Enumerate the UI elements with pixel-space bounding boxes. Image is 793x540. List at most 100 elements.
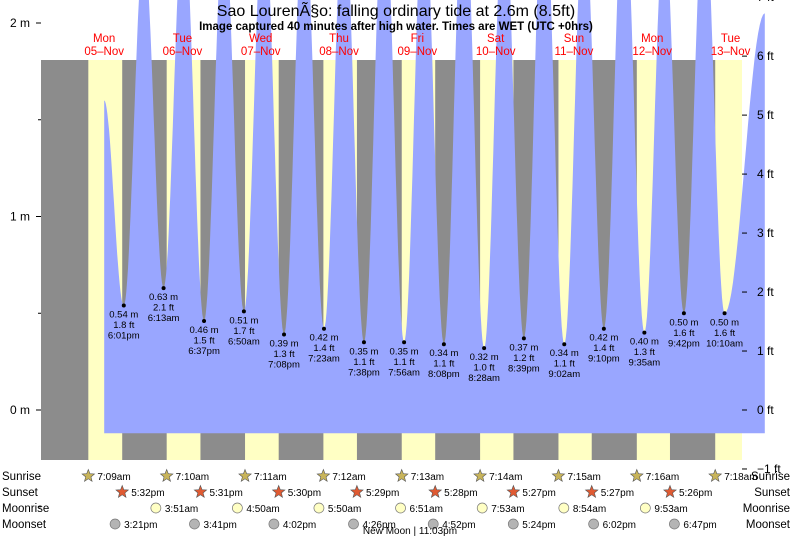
moonrise-time: 5:50am [328,504,361,515]
star-icon [350,484,364,498]
extreme-dot [642,330,647,335]
day-name: Fri [411,33,424,45]
sunset-time: 5:28pm [444,488,477,499]
moonset-time: 3:21pm [124,520,157,531]
extreme-label: 1.8 ft [113,320,134,331]
day-date: 13–Nov [711,46,751,58]
moon-icon [268,518,280,530]
extreme-label: 0.51 m [229,315,258,326]
row-label-left: Moonset [2,519,47,531]
star-icon [115,484,130,498]
extreme-label: 0.35 m [390,346,419,357]
moon-icon [232,502,243,514]
extreme-dot [121,303,126,308]
day-name: Mon [641,33,663,45]
extreme-label: 0.34 m [550,348,579,359]
sunset-time: 5:32pm [131,488,164,499]
moon-icon [189,518,200,530]
extreme-label: 1.4 ft [593,343,614,354]
extreme-label: 7:56am [388,367,420,378]
moon-icon [476,502,488,514]
extreme-label: 1.5 ft [193,335,214,346]
moon-icon [427,518,439,530]
right-tick-label: 7 ft [757,0,774,4]
extreme-label: 9:42pm [668,338,700,349]
day-name: Thu [329,33,349,45]
sunrise-time: 7:15am [567,472,600,483]
moonrise-time: 7:53am [491,504,524,515]
day-date: 07–Nov [241,46,281,58]
star-icon [193,484,208,498]
extreme-label: 0.50 m [710,317,739,328]
moon-icon [639,502,651,514]
row-label-right: Sunset [754,487,791,499]
extreme-label: 1.1 ft [353,357,374,368]
extreme-dot [601,326,606,331]
extreme-dot [361,340,366,345]
moon-icon [558,502,570,514]
right-tick-label: 1 ft [757,344,774,358]
row-label-left: Sunrise [2,471,41,483]
day-name: Wed [249,33,272,45]
moon-phase-label: New Moon | 11:03pm [363,526,457,537]
extreme-label: 0.32 m [470,352,499,363]
sunset-time: 5:31pm [209,488,242,499]
day-name: Sat [487,33,505,45]
right-tick-label: −1 ft [757,462,781,476]
extreme-dot [482,346,487,351]
day-name: Tue [721,33,740,45]
day-headers: Mon05–NovTue06–NovWed07–NovThu08–NovFri0… [84,33,750,58]
extreme-label: 0.42 m [309,333,338,344]
moonrise-time: 8:54am [573,504,606,515]
moonset-time: 4:52pm [442,520,475,531]
extreme-label: 0.35 m [349,346,378,357]
extreme-label: 0.42 m [589,333,618,344]
chart-subtitle: Image captured 40 minutes after high wat… [199,21,593,33]
day-date: 09–Nov [398,46,438,58]
star-icon [551,468,566,482]
moonrise-time: 9:53am [654,504,687,515]
extreme-dot [722,311,727,316]
sunset-time: 5:27pm [522,488,555,499]
right-tick-label: 6 ft [757,49,774,63]
extreme-dot [681,311,686,316]
star-icon [584,484,599,498]
star-icon [506,484,521,498]
star-icon [629,468,644,482]
day-name: Mon [93,33,115,45]
extreme-dot [241,309,246,314]
extreme-label: 0.39 m [269,339,298,350]
extreme-label: 6:13am [148,313,180,324]
moonset-time: 4:02pm [283,520,316,531]
right-tick-label: 0 ft [757,403,774,417]
moon-icon [150,502,162,514]
row-label-right: Moonset [746,519,791,531]
day-name: Tue [173,33,192,45]
sunset-time: 5:26pm [679,488,712,499]
day-date: 10–Nov [476,46,516,58]
extreme-label: 6:01pm [108,331,140,342]
extreme-label: 7:38pm [348,367,380,378]
extreme-label: 1.7 ft [233,326,254,337]
extreme-label: 0.40 m [630,337,659,348]
extreme-label: 1.1 ft [554,359,575,370]
sun-moon-rows: Sunrise Sunrise Sunset Sunset Moonrise Moonri… [2,468,791,531]
day-date: 06–Nov [163,46,203,58]
moonrise-time: 4:50am [246,504,279,515]
extreme-label: 2.1 ft [153,303,174,314]
extreme-label: 9:10pm [588,354,620,365]
extreme-label: 1.1 ft [394,357,415,368]
extreme-label: 1.1 ft [433,359,454,370]
row-label-right: Sunrise [751,471,790,483]
star-icon [238,468,252,482]
extreme-label: 0.63 m [149,292,178,303]
sunrise-time: 7:09am [97,472,130,483]
right-tick-label: 4 ft [757,167,774,181]
extreme-label: 1.6 ft [673,328,694,339]
extreme-label: 1.6 ft [714,328,735,339]
day-name: Sun [564,33,584,45]
moon-icon [588,518,599,530]
sunrise-time: 7:13am [411,472,444,483]
